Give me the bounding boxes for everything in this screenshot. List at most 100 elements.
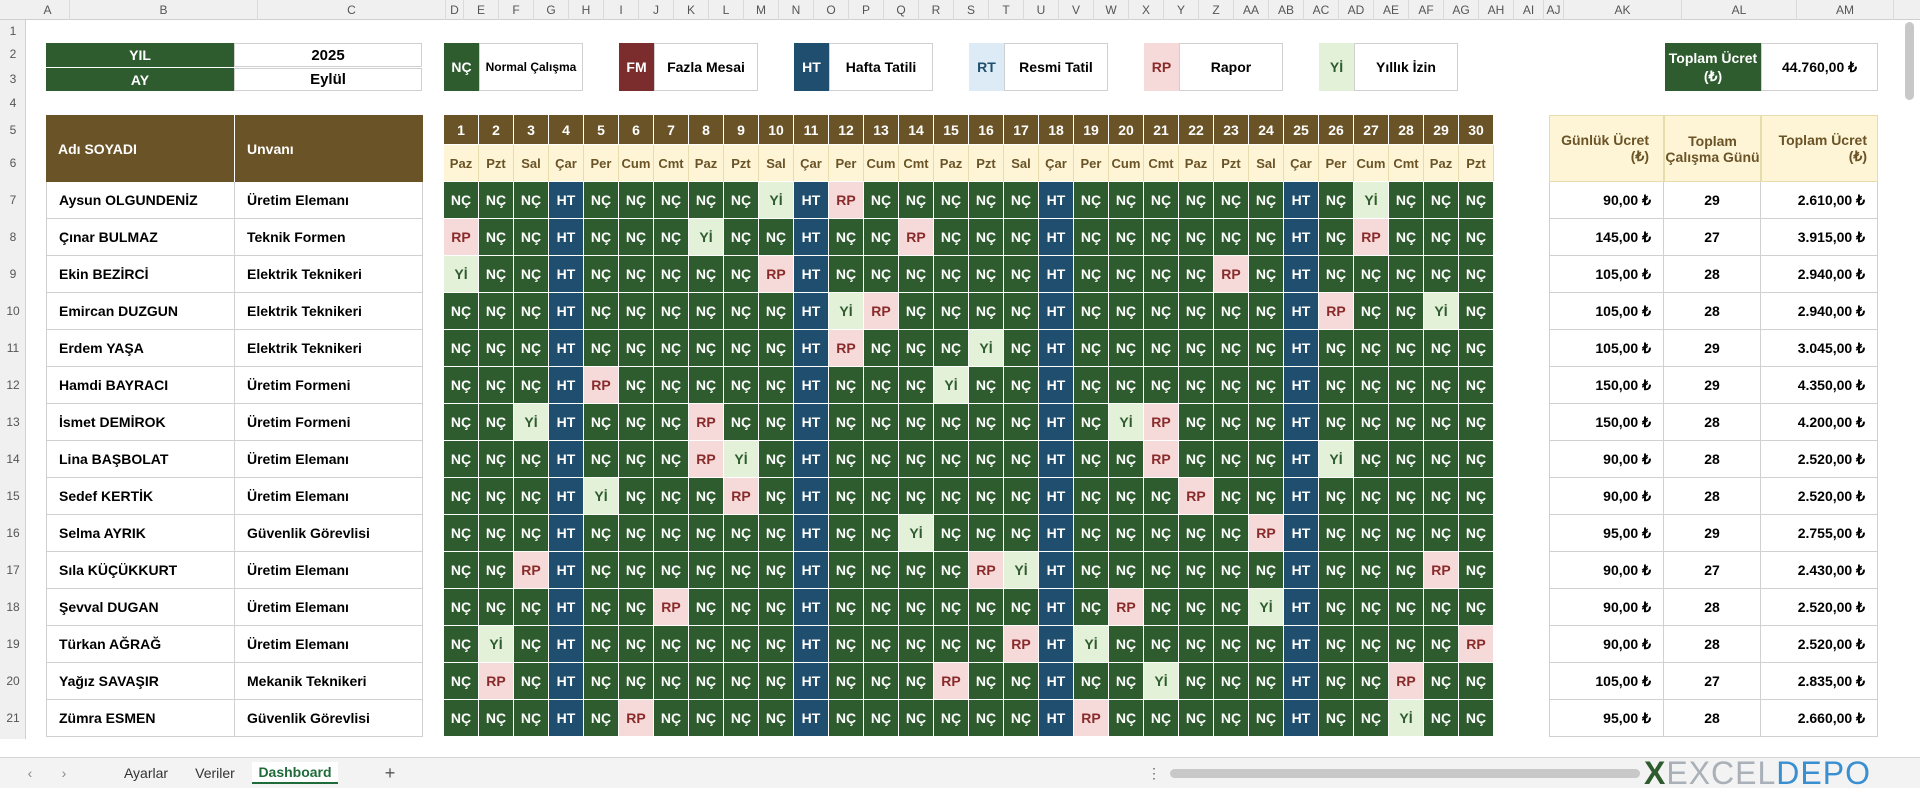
- attendance-cell[interactable]: NÇ: [1389, 219, 1424, 256]
- column-header[interactable]: E: [464, 0, 499, 20]
- work-days[interactable]: 28: [1664, 293, 1761, 330]
- attendance-cell[interactable]: NÇ: [1144, 219, 1179, 256]
- attendance-cell[interactable]: NÇ: [1074, 552, 1109, 589]
- attendance-cell[interactable]: HT: [549, 663, 584, 700]
- column-header[interactable]: A: [26, 0, 70, 20]
- attendance-cell[interactable]: NÇ: [724, 182, 759, 219]
- attendance-cell[interactable]: NÇ: [1214, 182, 1249, 219]
- attendance-cell[interactable]: NÇ: [654, 515, 689, 552]
- column-header[interactable]: P: [849, 0, 884, 20]
- attendance-cell[interactable]: NÇ: [1389, 330, 1424, 367]
- attendance-cell[interactable]: NÇ: [1004, 182, 1039, 219]
- attendance-cell[interactable]: NÇ: [969, 367, 1004, 404]
- attendance-cell[interactable]: NÇ: [619, 367, 654, 404]
- attendance-cell[interactable]: NÇ: [1424, 441, 1459, 478]
- attendance-cell[interactable]: NÇ: [829, 700, 864, 737]
- attendance-cell[interactable]: NÇ: [1459, 293, 1494, 330]
- attendance-cell[interactable]: HT: [549, 367, 584, 404]
- attendance-cell[interactable]: NÇ: [1179, 367, 1214, 404]
- attendance-cell[interactable]: NÇ: [1074, 515, 1109, 552]
- daily-wage[interactable]: 145,00 ₺: [1549, 219, 1664, 256]
- attendance-cell[interactable]: NÇ: [619, 626, 654, 663]
- attendance-cell[interactable]: NÇ: [934, 256, 969, 293]
- attendance-cell[interactable]: NÇ: [759, 626, 794, 663]
- attendance-cell[interactable]: NÇ: [1319, 404, 1354, 441]
- attendance-cell[interactable]: NÇ: [759, 330, 794, 367]
- attendance-cell[interactable]: RP: [864, 293, 899, 330]
- attendance-cell[interactable]: NÇ: [864, 404, 899, 441]
- attendance-cell[interactable]: NÇ: [479, 441, 514, 478]
- attendance-cell[interactable]: NÇ: [899, 404, 934, 441]
- attendance-cell[interactable]: NÇ: [1319, 663, 1354, 700]
- attendance-cell[interactable]: RP: [1214, 256, 1249, 293]
- column-header[interactable]: K: [674, 0, 709, 20]
- column-header[interactable]: I: [604, 0, 639, 20]
- work-days[interactable]: 28: [1664, 589, 1761, 626]
- attendance-cell[interactable]: NÇ: [514, 367, 549, 404]
- attendance-cell[interactable]: NÇ: [444, 515, 479, 552]
- attendance-cell[interactable]: NÇ: [934, 441, 969, 478]
- attendance-cell[interactable]: NÇ: [689, 663, 724, 700]
- attendance-cell[interactable]: NÇ: [724, 219, 759, 256]
- attendance-cell[interactable]: RP: [934, 663, 969, 700]
- employee-total[interactable]: 4.200,00 ₺: [1761, 404, 1878, 441]
- employee-total[interactable]: 3.045,00 ₺: [1761, 330, 1878, 367]
- attendance-cell[interactable]: NÇ: [759, 404, 794, 441]
- attendance-cell[interactable]: NÇ: [829, 219, 864, 256]
- attendance-cell[interactable]: NÇ: [1109, 515, 1144, 552]
- attendance-cell[interactable]: NÇ: [1214, 293, 1249, 330]
- attendance-cell[interactable]: NÇ: [1424, 182, 1459, 219]
- employee-name[interactable]: Emircan DUZGUN: [46, 293, 235, 330]
- attendance-cell[interactable]: NÇ: [759, 663, 794, 700]
- employee-name[interactable]: Aysun OLGUNDENİZ: [46, 182, 235, 219]
- attendance-cell[interactable]: NÇ: [1144, 182, 1179, 219]
- attendance-cell[interactable]: NÇ: [1249, 478, 1284, 515]
- work-days[interactable]: 28: [1664, 700, 1761, 737]
- attendance-cell[interactable]: NÇ: [864, 700, 899, 737]
- employee-total[interactable]: 2.520,00 ₺: [1761, 626, 1878, 663]
- attendance-cell[interactable]: NÇ: [514, 219, 549, 256]
- attendance-cell[interactable]: HT: [549, 293, 584, 330]
- attendance-cell[interactable]: NÇ: [864, 182, 899, 219]
- attendance-cell[interactable]: HT: [1284, 182, 1319, 219]
- daily-wage[interactable]: 90,00 ₺: [1549, 478, 1664, 515]
- row-header[interactable]: 17: [6, 563, 20, 577]
- attendance-cell[interactable]: NÇ: [1319, 589, 1354, 626]
- attendance-cell[interactable]: NÇ: [584, 515, 619, 552]
- attendance-cell[interactable]: NÇ: [1214, 478, 1249, 515]
- attendance-cell[interactable]: RP: [1004, 626, 1039, 663]
- attendance-cell[interactable]: HT: [1039, 293, 1074, 330]
- attendance-cell[interactable]: NÇ: [1459, 700, 1494, 737]
- attendance-cell[interactable]: NÇ: [934, 404, 969, 441]
- attendance-cell[interactable]: NÇ: [1109, 330, 1144, 367]
- attendance-cell[interactable]: NÇ: [1179, 515, 1214, 552]
- attendance-cell[interactable]: NÇ: [1389, 367, 1424, 404]
- attendance-cell[interactable]: Yİ: [1144, 663, 1179, 700]
- attendance-cell[interactable]: NÇ: [689, 552, 724, 589]
- attendance-cell[interactable]: NÇ: [584, 552, 619, 589]
- attendance-cell[interactable]: NÇ: [1249, 663, 1284, 700]
- attendance-cell[interactable]: RP: [1389, 663, 1424, 700]
- daily-wage[interactable]: 105,00 ₺: [1549, 293, 1664, 330]
- column-header[interactable]: AJ: [1544, 0, 1564, 20]
- employee-total[interactable]: 2.520,00 ₺: [1761, 478, 1878, 515]
- attendance-cell[interactable]: NÇ: [689, 256, 724, 293]
- attendance-cell[interactable]: NÇ: [1249, 330, 1284, 367]
- attendance-cell[interactable]: NÇ: [934, 330, 969, 367]
- attendance-cell[interactable]: NÇ: [1249, 404, 1284, 441]
- attendance-cell[interactable]: NÇ: [1004, 256, 1039, 293]
- attendance-cell[interactable]: NÇ: [584, 182, 619, 219]
- attendance-cell[interactable]: NÇ: [1459, 182, 1494, 219]
- row-header[interactable]: 20: [6, 674, 20, 688]
- attendance-cell[interactable]: RP: [514, 552, 549, 589]
- attendance-cell[interactable]: NÇ: [1179, 293, 1214, 330]
- attendance-cell[interactable]: NÇ: [1389, 404, 1424, 441]
- attendance-cell[interactable]: NÇ: [724, 700, 759, 737]
- attendance-cell[interactable]: NÇ: [444, 478, 479, 515]
- attendance-cell[interactable]: NÇ: [479, 293, 514, 330]
- attendance-cell[interactable]: NÇ: [934, 626, 969, 663]
- attendance-cell[interactable]: NÇ: [1319, 515, 1354, 552]
- attendance-cell[interactable]: RP: [1144, 441, 1179, 478]
- attendance-cell[interactable]: NÇ: [899, 256, 934, 293]
- attendance-cell[interactable]: NÇ: [1249, 552, 1284, 589]
